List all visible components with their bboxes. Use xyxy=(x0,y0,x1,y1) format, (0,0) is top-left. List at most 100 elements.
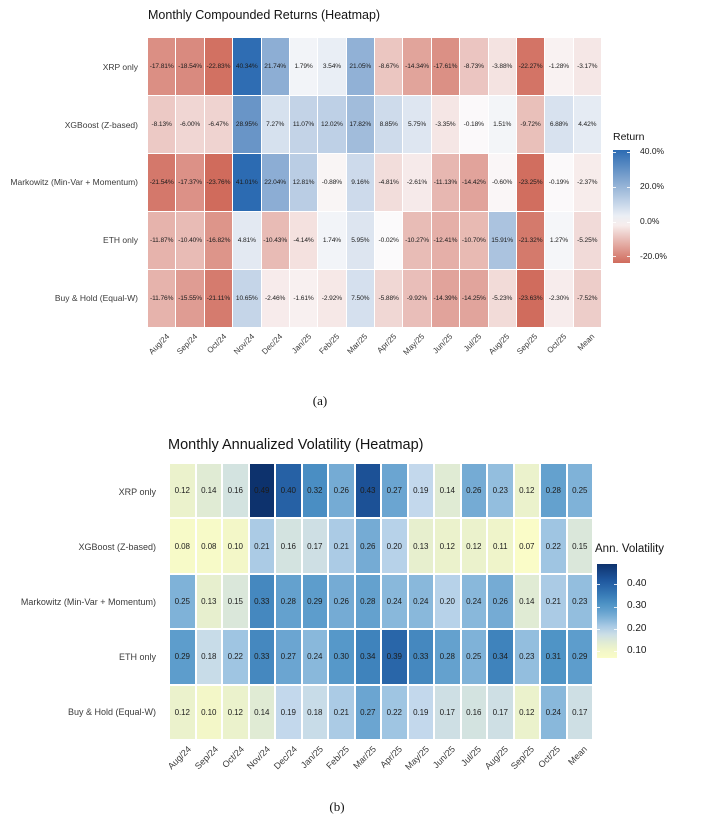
heatmap-cell: 0.25 xyxy=(170,574,195,629)
heatmap-cell: -0.02% xyxy=(375,212,403,269)
y-axis-row-label: XRP only xyxy=(118,486,156,497)
heatmap-cell: 8.85% xyxy=(375,96,403,153)
y-axis-row-label: ETH only xyxy=(118,651,156,662)
heatmap-cell: 0.15 xyxy=(567,519,592,573)
chart-b-legend-title: Ann. Volatility xyxy=(595,543,665,555)
heatmap-cell: 0.16 xyxy=(461,685,486,739)
x-axis-tick-label: Oct/25 xyxy=(536,744,563,770)
heatmap-cell: 0.12 xyxy=(223,685,248,739)
heatmap-cell: 21.74% xyxy=(261,38,289,95)
heatmap-cell: 0.25 xyxy=(461,630,486,684)
heatmap-cell: 0.25 xyxy=(567,464,592,518)
heatmap-cell: -16.82% xyxy=(204,212,233,269)
heatmap-cell: -0.88% xyxy=(318,154,346,211)
heatmap-cell: 0.33 xyxy=(249,630,274,684)
heatmap-cell: 0.31 xyxy=(541,630,566,684)
x-axis-tick-label: May/25 xyxy=(402,744,431,772)
heatmap-cell: 1.79% xyxy=(289,38,318,95)
heatmap-cell: -14.42% xyxy=(460,154,488,211)
heatmap-cell: 0.12 xyxy=(514,685,539,739)
heatmap-cell: 0.24 xyxy=(302,630,327,684)
legend-tick-label: 0.30 xyxy=(627,600,647,612)
legend-tick-mark xyxy=(597,584,600,586)
legend-tick-mark xyxy=(597,628,600,630)
heatmap-cell: -2.92% xyxy=(318,270,346,327)
x-axis-tick-label: Aug/25 xyxy=(482,744,510,772)
heatmap-cell: 22.04% xyxy=(261,154,289,211)
heatmap-cell: 0.16 xyxy=(276,519,301,573)
x-axis-tick-label: Feb/25 xyxy=(324,744,352,771)
x-axis-tick-label: Mar/25 xyxy=(351,744,378,771)
heatmap-cell: 0.28 xyxy=(276,574,301,629)
heatmap-cell: 0.21 xyxy=(329,519,354,573)
heatmap-cell: 28.95% xyxy=(233,96,261,153)
chart-b-row-labels: XRP only XGBoost (Z-based) Markowitz (Min-… xyxy=(0,464,163,739)
heatmap-cell: 0.24 xyxy=(408,574,433,629)
heatmap-cell: 1.51% xyxy=(488,96,516,153)
heatmap-cell: 0.29 xyxy=(567,630,592,684)
x-axis-tick-label: Mean xyxy=(575,332,597,353)
heatmap-cell: -9.92% xyxy=(403,270,431,327)
heatmap-cell: 0.32 xyxy=(302,464,327,518)
x-axis-tick-label: May/25 xyxy=(401,332,427,357)
x-axis-tick-label: Jun/25 xyxy=(431,332,455,356)
heatmap-cell: 0.26 xyxy=(329,574,354,629)
x-axis-tick-label: Oct/25 xyxy=(544,332,568,356)
heatmap-cell: 0.33 xyxy=(408,630,433,684)
heatmap-cell: 0.14 xyxy=(514,574,539,629)
heatmap-cell: -23.76% xyxy=(204,154,233,211)
heatmap-cell: 1.27% xyxy=(545,212,573,269)
heatmap-cell: 0.13 xyxy=(408,519,433,573)
x-axis-tick-label: Mar/25 xyxy=(345,332,370,356)
y-axis-row-label: XGBoost (Z-based) xyxy=(78,541,156,552)
heatmap-cell: 0.43 xyxy=(355,464,380,518)
heatmap-cell: -9.72% xyxy=(516,96,545,153)
heatmap-cell: 10.65% xyxy=(233,270,261,327)
y-axis-row-label: XGBoost (Z-based) xyxy=(64,119,138,130)
heatmap-cell: -22.83% xyxy=(204,38,233,95)
heatmap-cell: -5.23% xyxy=(488,270,516,327)
heatmap-cell: 7.50% xyxy=(346,270,374,327)
heatmap-cell: 17.82% xyxy=(346,96,374,153)
heatmap-cell: 15.91% xyxy=(488,212,516,269)
chart-a-legend-title: Return xyxy=(613,131,645,143)
heatmap-cell: 0.20 xyxy=(435,574,460,629)
figure-caption-a: (a) xyxy=(312,393,328,408)
x-axis-tick-label: Jan/25 xyxy=(289,332,314,356)
heatmap-cell: 0.17 xyxy=(302,519,327,573)
heatmap-cell: -14.34% xyxy=(403,38,431,95)
heatmap-cell: -17.81% xyxy=(148,38,176,95)
x-axis-tick-label: Mean xyxy=(565,744,589,767)
x-axis-tick-label: Jan/25 xyxy=(298,744,326,771)
heatmap-cell: 0.23 xyxy=(514,630,539,684)
x-axis-tick-label: Dec/24 xyxy=(271,744,299,772)
heatmap-cell: 0.10 xyxy=(196,685,221,739)
heatmap-cell: 0.27 xyxy=(355,685,380,739)
heatmap-cell: -17.61% xyxy=(431,38,460,95)
legend-tick-label: -20.0% xyxy=(640,251,667,262)
y-axis-row-label: Buy & Hold (Equal-W) xyxy=(54,293,138,304)
heatmap-cell: 0.17 xyxy=(567,685,592,739)
heatmap-cell: -15.55% xyxy=(176,270,204,327)
legend-tick-label: 0.0% xyxy=(640,216,660,227)
heatmap-cell: -1.61% xyxy=(289,270,318,327)
heatmap-cell: -14.39% xyxy=(431,270,460,327)
heatmap-cell: 0.14 xyxy=(435,464,460,518)
heatmap-cell: -22.27% xyxy=(516,38,545,95)
heatmap-cell: 0.12 xyxy=(435,519,460,573)
legend-tick-mark xyxy=(597,651,600,653)
y-axis-row-label: Markowitz (Min-Var + Momentum) xyxy=(20,596,156,607)
heatmap-cell: 6.88% xyxy=(545,96,573,153)
heatmap-cell: 0.13 xyxy=(196,574,221,629)
heatmap-cell: 0.12 xyxy=(514,464,539,518)
heatmap-cell: -0.18% xyxy=(460,96,488,153)
heatmap-cell: 0.08 xyxy=(170,519,195,573)
legend-tick-mark xyxy=(613,256,616,258)
heatmap-cell: 12.02% xyxy=(318,96,346,153)
heatmap-cell: 0.21 xyxy=(541,574,566,629)
heatmap-cell: 11.07% xyxy=(289,96,318,153)
heatmap-cell: 21.05% xyxy=(346,38,374,95)
heatmap-cell: 0.22 xyxy=(382,685,407,739)
x-axis-tick-label: Sep/24 xyxy=(192,744,220,772)
heatmap-cell: -2.30% xyxy=(545,270,573,327)
